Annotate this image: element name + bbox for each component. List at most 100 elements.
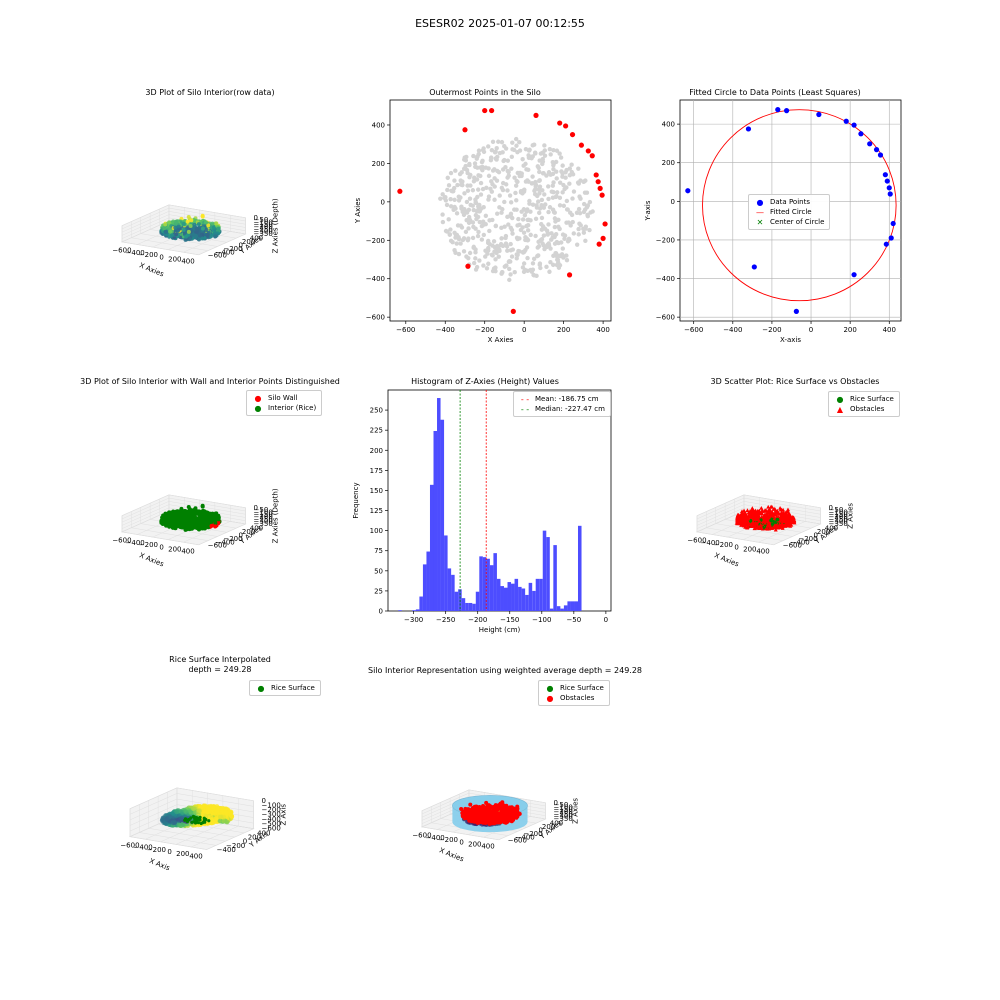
data-point bbox=[184, 524, 189, 529]
interior-point bbox=[450, 189, 455, 194]
legend-item: ● Rice Surface bbox=[834, 394, 894, 404]
interior-point bbox=[476, 148, 482, 153]
interior-point bbox=[445, 187, 450, 193]
data-point bbox=[816, 111, 822, 118]
surface-point bbox=[188, 809, 194, 815]
x-tick-label: −200 bbox=[468, 616, 487, 624]
interior-point bbox=[561, 182, 566, 188]
interior-point bbox=[509, 227, 515, 233]
interior-point bbox=[517, 249, 522, 254]
obstacle-point bbox=[759, 525, 764, 530]
obstacle-point bbox=[778, 511, 783, 516]
interior-point bbox=[525, 223, 531, 228]
data-point bbox=[890, 220, 896, 227]
interior-point bbox=[554, 239, 560, 245]
grid-line bbox=[696, 507, 744, 529]
interior-point bbox=[498, 241, 504, 247]
interior-point bbox=[539, 227, 545, 232]
interior-point bbox=[550, 195, 556, 200]
interior-point bbox=[536, 199, 541, 204]
data-point bbox=[189, 508, 194, 513]
interior-point bbox=[530, 261, 536, 266]
interior-point bbox=[556, 224, 561, 229]
interior-point bbox=[447, 232, 453, 237]
data-point bbox=[181, 227, 186, 232]
interior-point bbox=[520, 191, 525, 196]
data-point bbox=[877, 152, 884, 158]
plot-histogram: −300 −250 −200 −150 −100 −50 00255075100125150… bbox=[352, 389, 612, 634]
data-point bbox=[783, 108, 790, 114]
interior-point bbox=[516, 216, 521, 222]
grid-line bbox=[758, 521, 806, 543]
histogram-bar bbox=[496, 578, 501, 611]
interior-point bbox=[540, 161, 545, 167]
interior-point bbox=[464, 209, 469, 215]
interior-point bbox=[464, 167, 470, 173]
fitted-circle bbox=[702, 109, 897, 302]
z-tick-label: −250 bbox=[554, 810, 573, 818]
rice-point bbox=[770, 522, 775, 526]
grid-line bbox=[129, 798, 177, 821]
outer-point bbox=[482, 107, 488, 114]
interior-point bbox=[582, 190, 588, 195]
interior-point bbox=[490, 139, 496, 144]
interior-point bbox=[461, 249, 467, 254]
interior-point bbox=[515, 150, 520, 155]
interior-point bbox=[486, 245, 491, 251]
grid-line bbox=[140, 523, 218, 537]
interior-point bbox=[530, 202, 536, 207]
dot-icon: ● bbox=[254, 393, 262, 403]
histogram-bar bbox=[422, 564, 427, 611]
interior-point bbox=[528, 209, 533, 214]
interior-point bbox=[445, 175, 450, 181]
y-tick-label: −400 bbox=[216, 248, 235, 256]
obstacle-point bbox=[788, 517, 793, 521]
z-tick-label: 0 bbox=[262, 797, 266, 805]
histogram-bar bbox=[525, 594, 529, 611]
interior-point bbox=[470, 188, 476, 193]
interior-point bbox=[542, 143, 547, 148]
obstacle-point bbox=[736, 513, 741, 517]
x-tick-label: −600 bbox=[120, 841, 139, 849]
data-point bbox=[173, 515, 178, 520]
interior-point bbox=[513, 136, 519, 142]
obstacle-point bbox=[749, 524, 754, 528]
histogram-bar bbox=[419, 596, 423, 611]
interior-point bbox=[491, 266, 497, 271]
grid-line bbox=[696, 497, 744, 520]
interior-point bbox=[539, 197, 545, 203]
outer-point bbox=[489, 107, 495, 114]
data-point bbox=[193, 525, 198, 530]
histogram-bar bbox=[451, 574, 455, 611]
interior-point bbox=[473, 199, 478, 205]
plot-3d-wall-interior: −600−400−200 0 200 4004002000−200−400−6000−… bbox=[112, 488, 279, 568]
y-tick-label: 400 bbox=[257, 829, 270, 837]
data-point bbox=[163, 230, 168, 235]
data-point bbox=[174, 219, 179, 224]
obstacle-point bbox=[783, 510, 788, 515]
interior-point bbox=[509, 154, 515, 160]
interior-point bbox=[541, 233, 547, 238]
x-axis-label: X Axis bbox=[148, 857, 171, 873]
obstacle-point bbox=[751, 520, 756, 525]
interior-point bbox=[547, 205, 553, 210]
x-tick-label: −600 bbox=[112, 537, 131, 545]
interior-point bbox=[467, 217, 473, 223]
legend: ● Data Points — Fitted Circle ✕ Center of C… bbox=[748, 194, 831, 230]
interior-point bbox=[512, 269, 517, 275]
outer-point bbox=[462, 127, 468, 133]
data-point bbox=[200, 503, 205, 508]
interior-point bbox=[452, 248, 457, 253]
surface-point bbox=[180, 821, 186, 827]
data-point bbox=[213, 524, 218, 529]
surface-point bbox=[164, 816, 170, 822]
grid-line bbox=[168, 207, 246, 222]
interior-point bbox=[554, 176, 559, 181]
grid-line bbox=[121, 214, 169, 236]
interior-point bbox=[529, 154, 535, 159]
interior-point bbox=[525, 255, 530, 261]
interior-point bbox=[510, 140, 515, 145]
interior-point bbox=[522, 267, 528, 273]
rice-point bbox=[189, 816, 193, 820]
